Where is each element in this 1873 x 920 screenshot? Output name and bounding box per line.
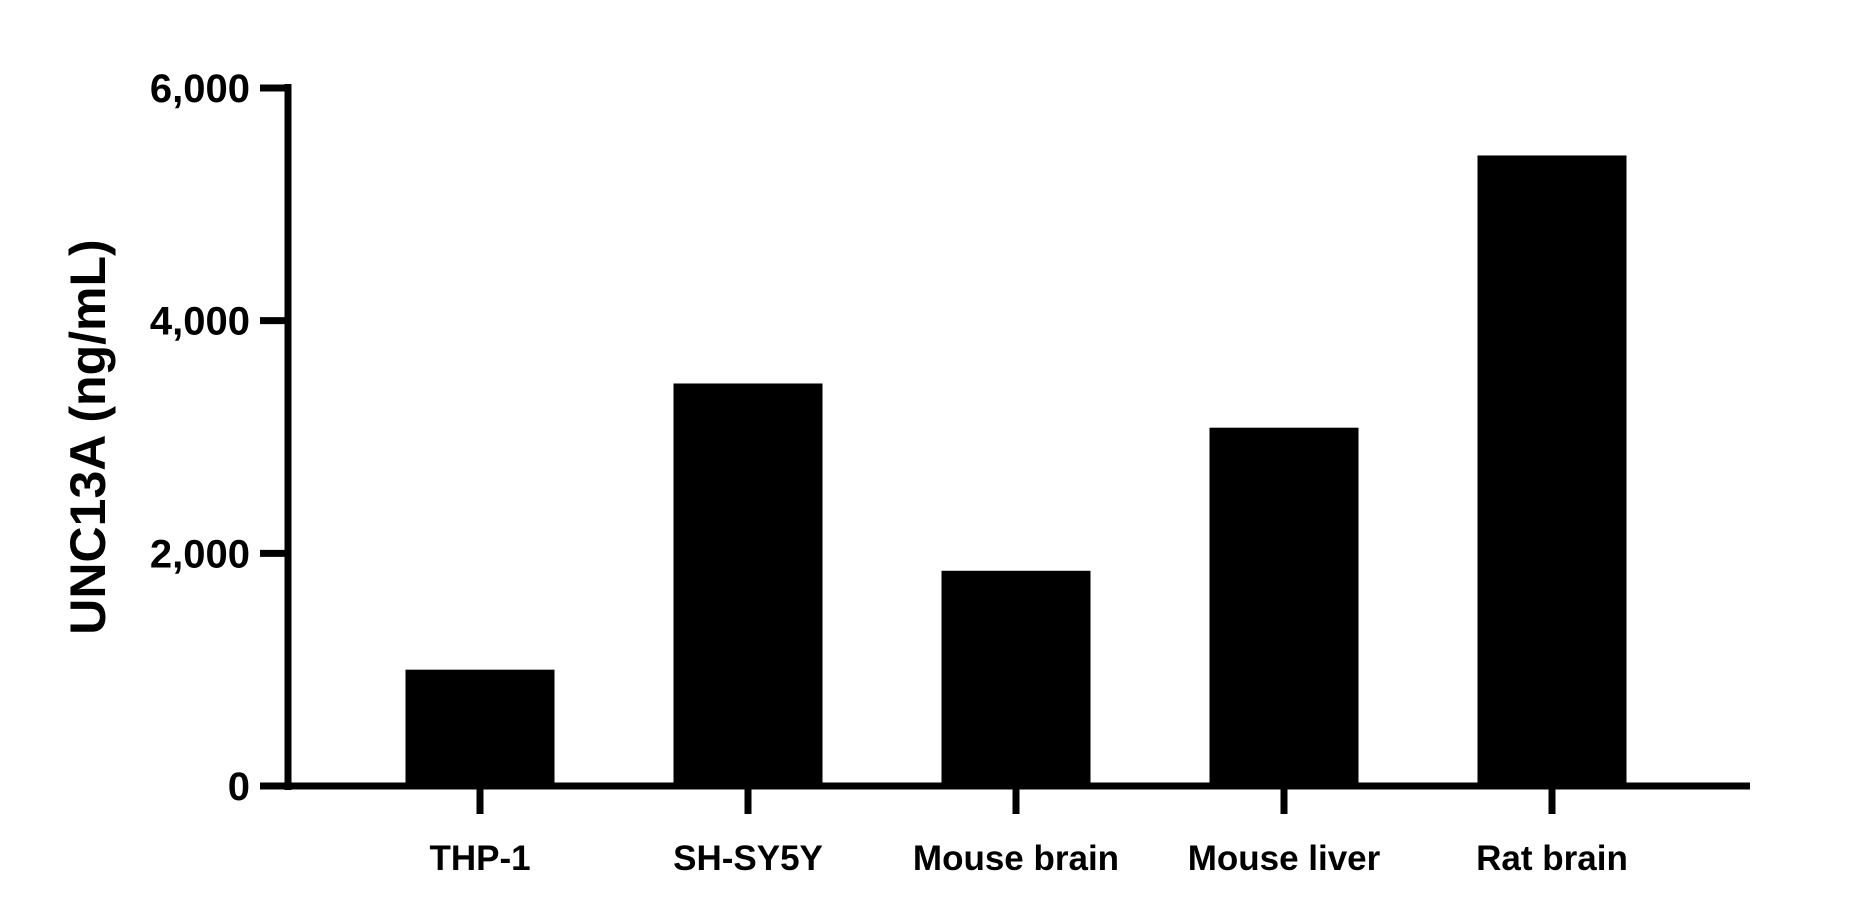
y-axis-label: UNC13A (ng/mL)	[60, 239, 116, 634]
axes: 0 2,000 4,000 6,000 THP-1 SH-SY5Y Mouse brain M…	[150, 67, 1750, 878]
bar-sh-sy5y	[673, 383, 823, 786]
y-tick-label: 0	[228, 765, 250, 809]
x-tick-label: THP-1	[429, 839, 530, 878]
bar-mouse-brain	[941, 570, 1091, 786]
x-tick-label: Mouse liver	[1188, 839, 1381, 878]
bar-rat-brain	[1477, 155, 1627, 786]
x-tick-label: Mouse brain	[913, 839, 1119, 878]
bar-thp-1	[405, 669, 555, 786]
y-tick-label: 6,000	[150, 67, 250, 111]
y-tick-label: 4,000	[150, 300, 250, 344]
x-tick-label: Rat brain	[1476, 839, 1628, 878]
bars	[405, 155, 1627, 786]
y-tick-label: 2,000	[150, 532, 250, 576]
x-tick-label: SH-SY5Y	[673, 839, 823, 878]
bar-mouse-liver	[1209, 427, 1359, 786]
